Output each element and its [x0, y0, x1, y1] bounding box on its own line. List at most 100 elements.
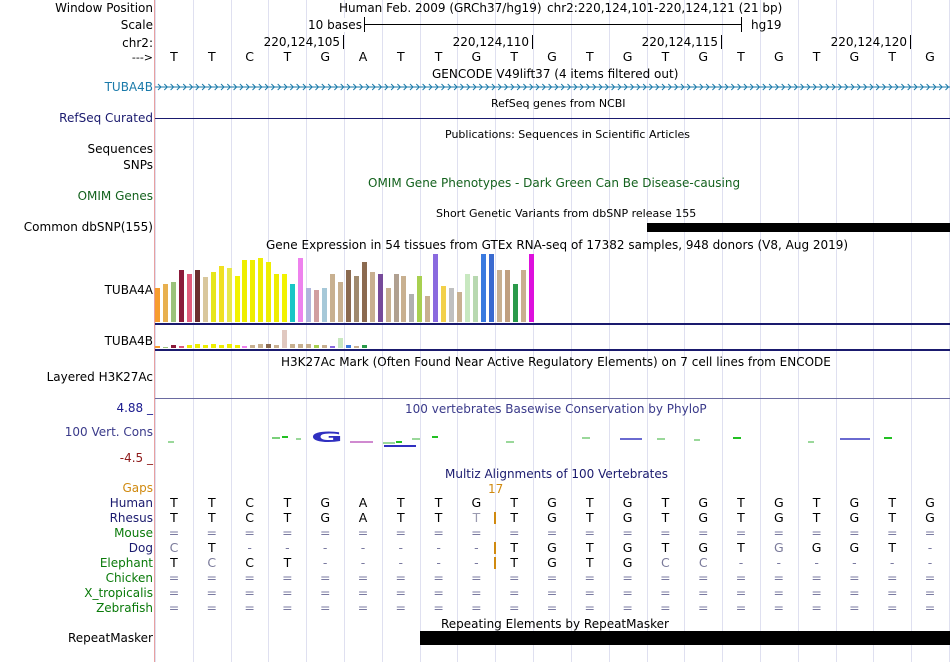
gtex-tissue-bar[interactable]	[337, 282, 343, 322]
gtex-tissue-bar[interactable]	[385, 288, 391, 322]
species-label-elephant[interactable]: Elephant	[99, 556, 153, 570]
gtex-tissue-bar[interactable]	[258, 258, 264, 322]
gtex-tissue-bar[interactable]	[496, 270, 502, 322]
gtex-tissue-bar[interactable]	[369, 272, 375, 322]
gtex-tissue-bar[interactable]	[258, 344, 264, 348]
gtex-tissue-bar[interactable]	[186, 345, 192, 348]
gtex-tissue-bar[interactable]	[202, 277, 208, 322]
aligned-base: =	[811, 525, 822, 540]
species-label-rhesus[interactable]: Rhesus	[109, 511, 153, 525]
gtex-tissue-bar[interactable]	[178, 270, 184, 322]
gtex-tissue-bar[interactable]	[321, 345, 327, 348]
gtex-tissue-bar[interactable]	[194, 270, 200, 322]
gtex-tissue-bar[interactable]	[465, 274, 471, 322]
gtex-tissue-bar[interactable]	[282, 274, 288, 322]
gtex-tissue-bar[interactable]	[353, 276, 359, 322]
gencode-strand-chevron	[592, 83, 597, 91]
gtex-tissue-bar[interactable]	[162, 284, 168, 322]
gtex-tissue-bar[interactable]	[242, 260, 248, 322]
gtex-tissue-bar[interactable]	[377, 274, 383, 322]
gtex-tissue-bar[interactable]	[155, 288, 160, 322]
gtex-tissue-bar[interactable]	[218, 345, 224, 348]
gtex-tissue-bar[interactable]	[345, 345, 351, 348]
gtex-tissue-bar[interactable]	[361, 345, 367, 348]
gtex-tissue-bar[interactable]	[329, 274, 335, 322]
species-label-zebrafish[interactable]: Zebrafish	[96, 601, 153, 615]
track-label-refseq[interactable]: RefSeq Curated	[59, 111, 153, 125]
gtex-tissue-bar[interactable]	[250, 345, 256, 348]
gtex-tissue-bar[interactable]	[234, 345, 240, 348]
gtex-tissue-bar[interactable]	[337, 338, 343, 348]
gtex-tissue-bar[interactable]	[250, 260, 256, 322]
gtex-tissue-bar[interactable]	[242, 346, 248, 348]
gtex-tissue-bar[interactable]	[457, 292, 463, 322]
species-label-dog[interactable]: Dog	[128, 541, 153, 555]
gtex-tissue-bar[interactable]	[417, 276, 423, 322]
gtex-tissue-bar[interactable]	[155, 346, 160, 348]
gtex-tissue-bar[interactable]	[290, 344, 296, 348]
gtex-tissue-bar[interactable]	[298, 258, 304, 322]
gtex-tissue-bar[interactable]	[202, 345, 208, 348]
gtex-tissue-bar[interactable]	[178, 346, 184, 348]
gtex-tissue-bar[interactable]	[441, 286, 447, 322]
gtex-tissue-bar[interactable]	[282, 330, 288, 348]
track-label-tuba4b-gencode[interactable]: TUBA4B	[104, 80, 153, 94]
gtex-tissue-bar[interactable]	[314, 345, 319, 348]
gtex-tissue-bar[interactable]	[361, 262, 367, 322]
species-label-chicken[interactable]: Chicken	[105, 571, 153, 585]
gtex-tissue-bar[interactable]	[274, 274, 280, 322]
gtex-tissue-bar[interactable]	[504, 270, 510, 322]
gtex-tissue-bar[interactable]	[512, 284, 518, 322]
track-label-dbsnp[interactable]: Common dbSNP(155)	[23, 220, 153, 234]
track-label-sequences[interactable]: Sequences	[87, 142, 153, 156]
gtex-tissue-bar[interactable]	[226, 344, 232, 348]
gtex-tissue-bar[interactable]	[449, 288, 455, 322]
gtex-tissue-bar[interactable]	[393, 274, 399, 322]
track-label-omim[interactable]: OMIM Genes	[77, 189, 153, 203]
gtex-tissue-bar[interactable]	[488, 254, 494, 322]
gtex-tissue-bar[interactable]	[409, 294, 415, 322]
gtex-tissue-bar[interactable]	[306, 288, 312, 322]
species-label-mouse[interactable]: Mouse	[114, 526, 153, 540]
gtex-tissue-bar[interactable]	[162, 347, 168, 348]
gtex-tissue-bar[interactable]	[473, 276, 478, 322]
gtex-tissue-bar[interactable]	[433, 254, 439, 322]
refseq-gene-line[interactable]	[155, 118, 950, 119]
gtex-tissue-bar[interactable]	[210, 344, 216, 348]
gtex-tissue-bar[interactable]	[210, 272, 216, 322]
gtex-tissue-bar[interactable]	[290, 284, 296, 322]
species-label-x_tropicalis[interactable]: X_tropicalis	[84, 586, 153, 600]
gtex-tissue-bar[interactable]	[266, 262, 272, 322]
gtex-tissue-bar[interactable]	[298, 344, 304, 348]
gtex-tissue-bar[interactable]	[234, 276, 240, 322]
track-label-vert-cons[interactable]: 100 Vert. Cons	[64, 425, 153, 439]
dbsnp-variant-bar[interactable]	[647, 223, 950, 232]
gtex-tissue-bar[interactable]	[170, 345, 176, 348]
gtex-tissue-bar[interactable]	[266, 344, 272, 348]
track-label-tuba4b-expr[interactable]: TUBA4B	[104, 334, 153, 348]
gtex-tissue-bar[interactable]	[186, 274, 192, 322]
track-label-snps[interactable]: SNPs	[123, 158, 153, 172]
track-label-h3k27ac[interactable]: Layered H3K27Ac	[46, 370, 153, 384]
gtex-tissue-bar[interactable]	[353, 346, 359, 348]
gtex-tissue-bar[interactable]	[274, 345, 280, 348]
species-label-human[interactable]: Human	[109, 496, 153, 510]
gtex-tissue-bar[interactable]	[170, 282, 176, 322]
gtex-tissue-bar[interactable]	[520, 270, 526, 322]
gtex-tissue-bar[interactable]	[345, 270, 351, 322]
gtex-tissue-bar[interactable]	[194, 344, 200, 348]
gtex-tissue-bar[interactable]	[314, 290, 319, 322]
gtex-tissue-bar[interactable]	[480, 254, 486, 322]
gtex-tissue-bar[interactable]	[329, 346, 335, 348]
gtex-tissue-bar[interactable]	[528, 254, 534, 322]
gtex-tissue-bar[interactable]	[226, 268, 232, 322]
track-label-repeatmasker[interactable]: RepeatMasker	[67, 631, 153, 645]
gtex-tissue-bar[interactable]	[401, 276, 407, 322]
repeatmasker-element-bar[interactable]	[420, 631, 950, 645]
gtex-tissue-bar[interactable]	[321, 288, 327, 322]
gtex-tissue-bar[interactable]	[306, 344, 312, 348]
aligned-base: T	[812, 495, 821, 510]
gtex-tissue-bar[interactable]	[218, 266, 224, 322]
track-label-tuba4a[interactable]: TUBA4A	[104, 283, 153, 297]
gtex-tissue-bar[interactable]	[425, 296, 431, 322]
